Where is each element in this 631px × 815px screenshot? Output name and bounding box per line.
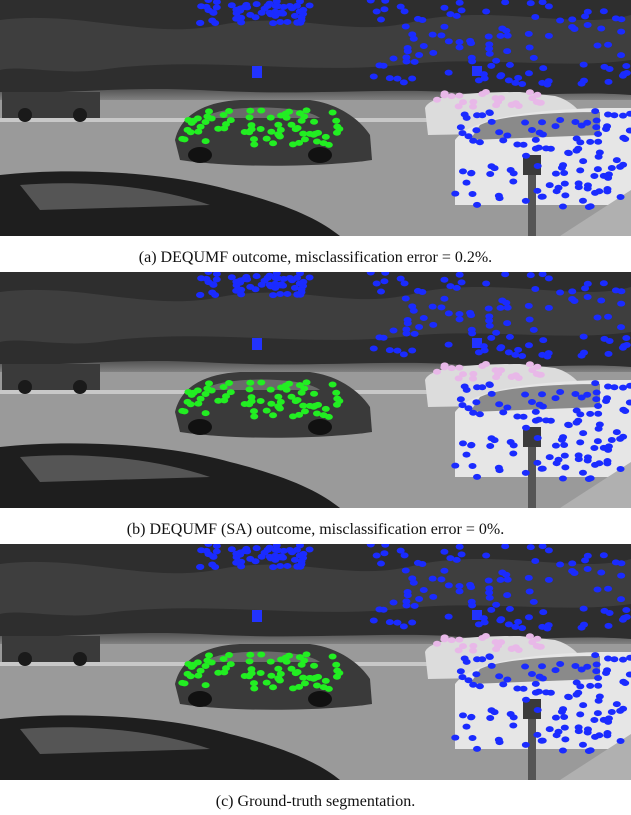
figure: (a) DEQUMF outcome, misclassification er… <box>0 0 631 815</box>
page: Figure {"figure": {"panels": [ {"caption… <box>0 0 631 815</box>
panel: (c) Ground-truth segmentation. <box>0 544 631 812</box>
caption: (a) DEQUMF outcome, misclassification er… <box>0 248 631 268</box>
panel: (a) DEQUMF outcome, misclassification er… <box>0 0 631 268</box>
segmentation-image <box>0 272 631 508</box>
segmentation-image <box>0 0 631 236</box>
segmentation-image <box>0 544 631 780</box>
panel: (b) DEQUMF (SA) outcome, misclassificati… <box>0 272 631 540</box>
caption: (b) DEQUMF (SA) outcome, misclassificati… <box>0 520 631 540</box>
caption: (c) Ground-truth segmentation. <box>0 792 631 812</box>
